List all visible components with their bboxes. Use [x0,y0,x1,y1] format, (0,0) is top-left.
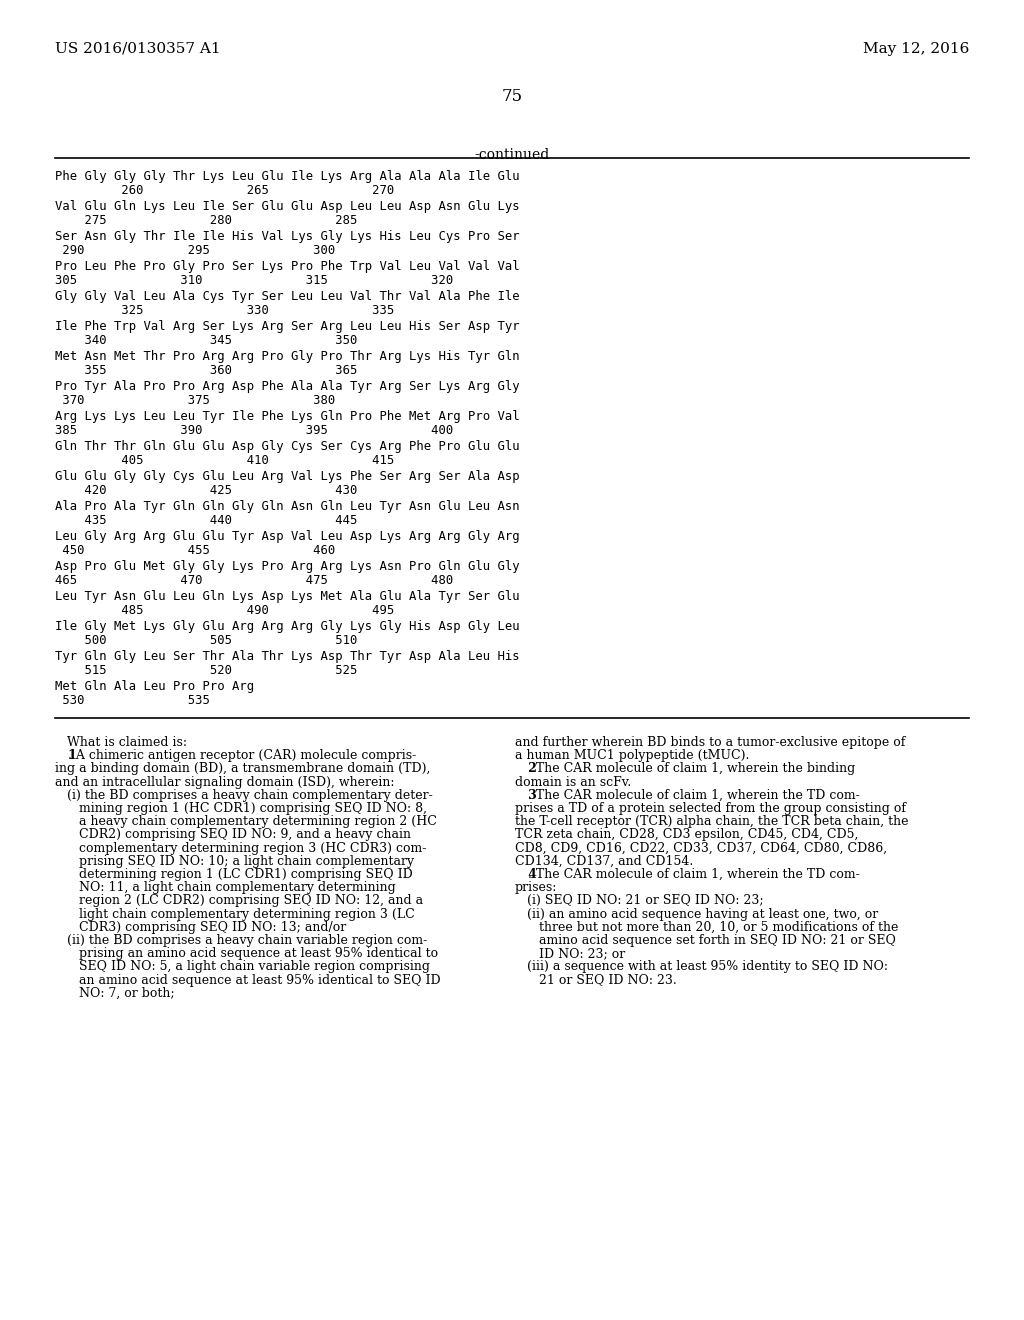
Text: Ile Gly Met Lys Gly Glu Arg Arg Arg Gly Lys Gly His Asp Gly Leu: Ile Gly Met Lys Gly Glu Arg Arg Arg Gly … [55,620,519,634]
Text: SEQ ID NO: 5, a light chain variable region comprising: SEQ ID NO: 5, a light chain variable reg… [55,961,430,973]
Text: . The CAR molecule of claim 1, wherein the binding: . The CAR molecule of claim 1, wherein t… [528,763,856,775]
Text: 465              470              475              480: 465 470 475 480 [55,573,454,586]
Text: prising an amino acid sequence at least 95% identical to: prising an amino acid sequence at least … [55,948,438,960]
Text: a human MUC1 polypeptide (tMUC).: a human MUC1 polypeptide (tMUC). [515,750,750,762]
Text: 355              360              365: 355 360 365 [55,363,357,376]
Text: an amino acid sequence at least 95% identical to SEQ ID: an amino acid sequence at least 95% iden… [55,974,440,986]
Text: Asp Pro Glu Met Gly Gly Lys Pro Arg Arg Lys Asn Pro Gln Glu Gly: Asp Pro Glu Met Gly Gly Lys Pro Arg Arg … [55,560,519,573]
Text: 275              280              285: 275 280 285 [55,214,357,227]
Text: Met Gln Ala Leu Pro Pro Arg: Met Gln Ala Leu Pro Pro Arg [55,680,254,693]
Text: Ile Phe Trp Val Arg Ser Lys Arg Ser Arg Leu Leu His Ser Asp Tyr: Ile Phe Trp Val Arg Ser Lys Arg Ser Arg … [55,319,519,333]
Text: (iii) a sequence with at least 95% identity to SEQ ID NO:: (iii) a sequence with at least 95% ident… [515,961,888,973]
Text: Leu Gly Arg Arg Glu Glu Tyr Asp Val Leu Asp Lys Arg Arg Gly Arg: Leu Gly Arg Arg Glu Glu Tyr Asp Val Leu … [55,531,519,543]
Text: and further wherein BD binds to a tumor-exclusive epitope of: and further wherein BD binds to a tumor-… [515,737,905,748]
Text: NO: 7, or both;: NO: 7, or both; [55,987,175,999]
Text: determining region 1 (LC CDR1) comprising SEQ ID: determining region 1 (LC CDR1) comprisin… [55,869,413,880]
Text: amino acid sequence set forth in SEQ ID NO: 21 or SEQ: amino acid sequence set forth in SEQ ID … [515,935,896,946]
Text: CD134, CD137, and CD154.: CD134, CD137, and CD154. [515,855,693,867]
Text: prises:: prises: [515,882,557,894]
Text: CD8, CD9, CD16, CD22, CD33, CD37, CD64, CD80, CD86,: CD8, CD9, CD16, CD22, CD33, CD37, CD64, … [515,842,887,854]
Text: ID NO: 23; or: ID NO: 23; or [515,948,626,960]
Text: Glu Glu Gly Gly Cys Glu Leu Arg Val Lys Phe Ser Arg Ser Ala Asp: Glu Glu Gly Gly Cys Glu Leu Arg Val Lys … [55,470,519,483]
Text: 21 or SEQ ID NO: 23.: 21 or SEQ ID NO: 23. [515,974,677,986]
Text: 2: 2 [515,763,537,775]
Text: Ser Asn Gly Thr Ile Ile His Val Lys Gly Lys His Leu Cys Pro Ser: Ser Asn Gly Thr Ile Ile His Val Lys Gly … [55,230,519,243]
Text: (i) SEQ ID NO: 21 or SEQ ID NO: 23;: (i) SEQ ID NO: 21 or SEQ ID NO: 23; [515,895,764,907]
Text: -continued: -continued [474,148,550,162]
Text: CDR3) comprising SEQ ID NO: 13; and/or: CDR3) comprising SEQ ID NO: 13; and/or [55,921,346,933]
Text: 370              375              380: 370 375 380 [55,393,335,407]
Text: 325              330              335: 325 330 335 [55,304,394,317]
Text: 500              505              510: 500 505 510 [55,634,357,647]
Text: Val Glu Gln Lys Leu Ile Ser Glu Glu Asp Leu Leu Asp Asn Glu Lys: Val Glu Gln Lys Leu Ile Ser Glu Glu Asp … [55,201,519,213]
Text: 4: 4 [515,869,537,880]
Text: 75: 75 [502,88,522,106]
Text: 450              455              460: 450 455 460 [55,544,335,557]
Text: 290              295              300: 290 295 300 [55,243,335,256]
Text: CDR2) comprising SEQ ID NO: 9, and a heavy chain: CDR2) comprising SEQ ID NO: 9, and a hea… [55,829,411,841]
Text: . The CAR molecule of claim 1, wherein the TD com-: . The CAR molecule of claim 1, wherein t… [528,789,860,801]
Text: Met Asn Met Thr Pro Arg Arg Pro Gly Pro Thr Arg Lys His Tyr Gln: Met Asn Met Thr Pro Arg Arg Pro Gly Pro … [55,350,519,363]
Text: domain is an scFv.: domain is an scFv. [515,776,631,788]
Text: light chain complementary determining region 3 (LC: light chain complementary determining re… [55,908,415,920]
Text: 3: 3 [515,789,537,801]
Text: . A chimeric antigen receptor (CAR) molecule compris-: . A chimeric antigen receptor (CAR) mole… [69,750,417,762]
Text: 515              520              525: 515 520 525 [55,664,357,676]
Text: 1: 1 [55,750,77,762]
Text: 435              440              445: 435 440 445 [55,513,357,527]
Text: Arg Lys Lys Leu Leu Tyr Ile Phe Lys Gln Pro Phe Met Arg Pro Val: Arg Lys Lys Leu Leu Tyr Ile Phe Lys Gln … [55,411,519,422]
Text: 385              390              395              400: 385 390 395 400 [55,424,454,437]
Text: 260              265              270: 260 265 270 [55,183,394,197]
Text: Tyr Gln Gly Leu Ser Thr Ala Thr Lys Asp Thr Tyr Asp Ala Leu His: Tyr Gln Gly Leu Ser Thr Ala Thr Lys Asp … [55,649,519,663]
Text: Phe Gly Gly Gly Thr Lys Leu Glu Ile Lys Arg Ala Ala Ala Ile Glu: Phe Gly Gly Gly Thr Lys Leu Glu Ile Lys … [55,170,519,183]
Text: (ii) the BD comprises a heavy chain variable region com-: (ii) the BD comprises a heavy chain vari… [55,935,427,946]
Text: May 12, 2016: May 12, 2016 [862,42,969,55]
Text: NO: 11, a light chain complementary determining: NO: 11, a light chain complementary dete… [55,882,395,894]
Text: mining region 1 (HC CDR1) comprising SEQ ID NO: 8,: mining region 1 (HC CDR1) comprising SEQ… [55,803,427,814]
Text: 530              535: 530 535 [55,693,210,706]
Text: US 2016/0130357 A1: US 2016/0130357 A1 [55,42,220,55]
Text: 405              410              415: 405 410 415 [55,454,394,466]
Text: 420              425              430: 420 425 430 [55,483,357,496]
Text: (ii) an amino acid sequence having at least one, two, or: (ii) an amino acid sequence having at le… [515,908,879,920]
Text: 340              345              350: 340 345 350 [55,334,357,346]
Text: Gln Thr Thr Gln Glu Glu Asp Gly Cys Ser Cys Arg Phe Pro Glu Glu: Gln Thr Thr Gln Glu Glu Asp Gly Cys Ser … [55,440,519,453]
Text: (i) the BD comprises a heavy chain complementary deter-: (i) the BD comprises a heavy chain compl… [55,789,433,801]
Text: prising SEQ ID NO: 10; a light chain complementary: prising SEQ ID NO: 10; a light chain com… [55,855,414,867]
Text: three but not more than 20, 10, or 5 modifications of the: three but not more than 20, 10, or 5 mod… [515,921,898,933]
Text: ing a binding domain (BD), a transmembrane domain (TD),: ing a binding domain (BD), a transmembra… [55,763,430,775]
Text: . The CAR molecule of claim 1, wherein the TD com-: . The CAR molecule of claim 1, wherein t… [528,869,860,880]
Text: Ala Pro Ala Tyr Gln Gln Gly Gln Asn Gln Leu Tyr Asn Glu Leu Asn: Ala Pro Ala Tyr Gln Gln Gly Gln Asn Gln … [55,500,519,513]
Text: the T-cell receptor (TCR) alpha chain, the TCR beta chain, the: the T-cell receptor (TCR) alpha chain, t… [515,816,908,828]
Text: Pro Leu Phe Pro Gly Pro Ser Lys Pro Phe Trp Val Leu Val Val Val: Pro Leu Phe Pro Gly Pro Ser Lys Pro Phe … [55,260,519,273]
Text: 305              310              315              320: 305 310 315 320 [55,273,454,286]
Text: What is claimed is:: What is claimed is: [55,737,187,748]
Text: Leu Tyr Asn Glu Leu Gln Lys Asp Lys Met Ala Glu Ala Tyr Ser Glu: Leu Tyr Asn Glu Leu Gln Lys Asp Lys Met … [55,590,519,603]
Text: Gly Gly Val Leu Ala Cys Tyr Ser Leu Leu Val Thr Val Ala Phe Ile: Gly Gly Val Leu Ala Cys Tyr Ser Leu Leu … [55,290,519,304]
Text: Pro Tyr Ala Pro Pro Arg Asp Phe Ala Ala Tyr Arg Ser Lys Arg Gly: Pro Tyr Ala Pro Pro Arg Asp Phe Ala Ala … [55,380,519,393]
Text: 485              490              495: 485 490 495 [55,603,394,616]
Text: TCR zeta chain, CD28, CD3 epsilon, CD45, CD4, CD5,: TCR zeta chain, CD28, CD3 epsilon, CD45,… [515,829,858,841]
Text: region 2 (LC CDR2) comprising SEQ ID NO: 12, and a: region 2 (LC CDR2) comprising SEQ ID NO:… [55,895,423,907]
Text: and an intracellular signaling domain (ISD), wherein:: and an intracellular signaling domain (I… [55,776,394,788]
Text: prises a TD of a protein selected from the group consisting of: prises a TD of a protein selected from t… [515,803,906,814]
Text: a heavy chain complementary determining region 2 (HC: a heavy chain complementary determining … [55,816,437,828]
Text: complementary determining region 3 (HC CDR3) com-: complementary determining region 3 (HC C… [55,842,426,854]
